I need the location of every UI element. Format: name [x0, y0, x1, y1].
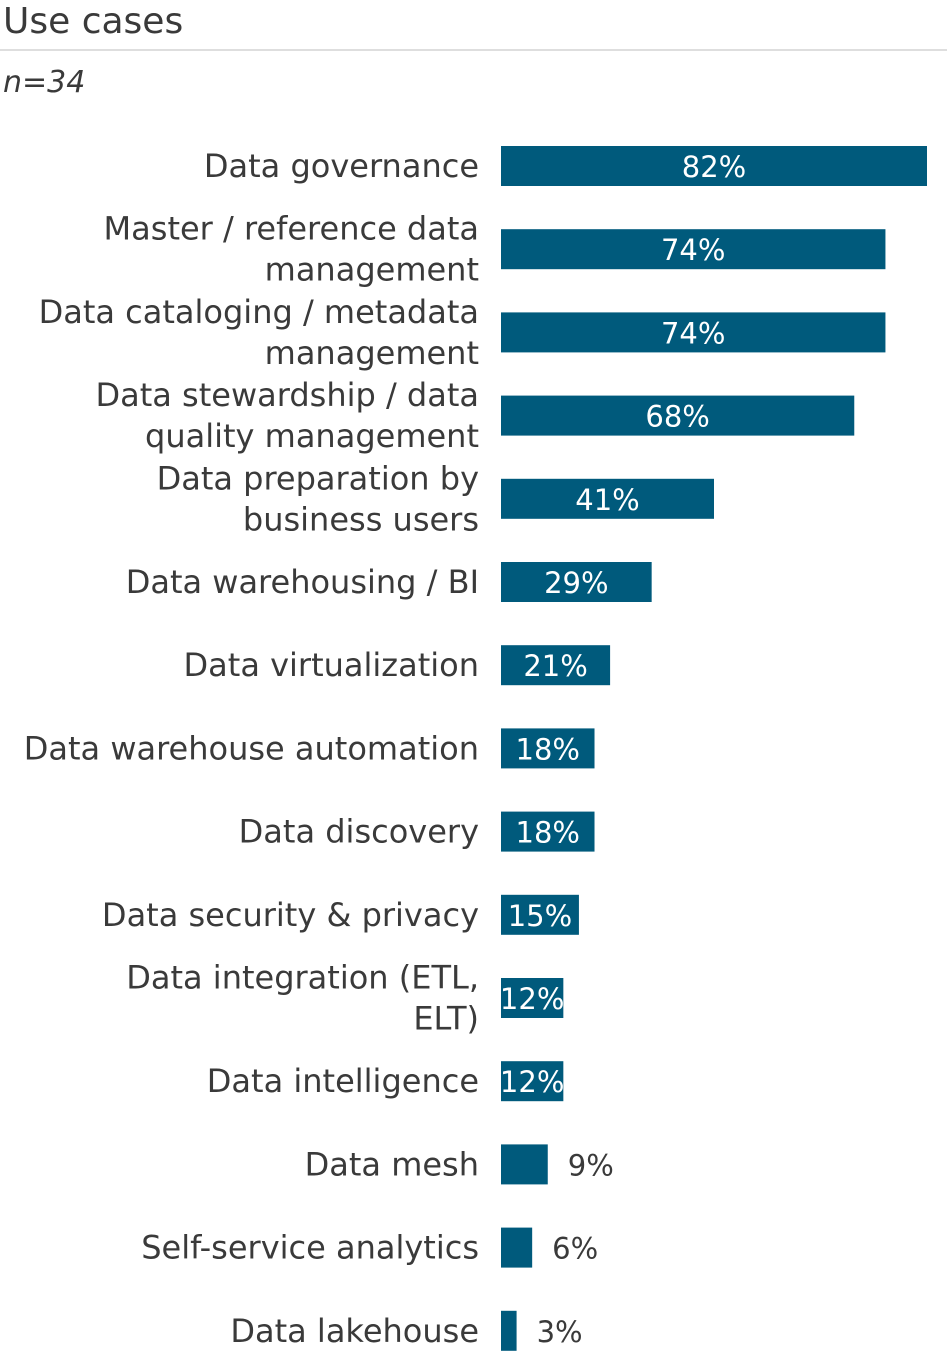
- category-label: management: [265, 251, 479, 289]
- value-label: 18%: [516, 732, 580, 766]
- value-label: 21%: [523, 649, 587, 683]
- bar: [501, 1227, 533, 1268]
- category-label: Data cataloging / metadata: [39, 293, 479, 331]
- title-divider: [0, 49, 947, 51]
- category-label: Data warehousing / BI: [126, 563, 479, 601]
- category-label: ELT): [413, 1000, 479, 1038]
- value-label: 74%: [661, 316, 725, 350]
- value-label: 6%: [552, 1232, 598, 1266]
- chart-title: Use cases: [3, 1, 184, 42]
- category-label: Master / reference data: [104, 210, 479, 248]
- bar: [501, 395, 855, 436]
- category-label: Data warehouse automation: [24, 729, 479, 767]
- bar: [501, 1310, 517, 1351]
- bar: [501, 146, 927, 186]
- bar: [501, 811, 595, 852]
- bar: [501, 978, 564, 1018]
- bar: [501, 312, 886, 353]
- value-label: 29%: [544, 566, 608, 600]
- category-label: management: [265, 334, 479, 372]
- category-label: Data preparation by: [157, 459, 479, 497]
- bar: [501, 645, 611, 686]
- value-label: 18%: [516, 816, 580, 850]
- bar: [501, 478, 714, 519]
- value-label: 12%: [500, 982, 564, 1016]
- category-label: quality management: [145, 417, 479, 455]
- bar: [501, 728, 595, 769]
- value-label: 74%: [661, 233, 725, 267]
- category-label: Self-service analytics: [141, 1229, 479, 1267]
- bar: [501, 562, 652, 602]
- category-label: Data security & privacy: [102, 896, 479, 934]
- category-label: Data intelligence: [207, 1062, 479, 1100]
- bar: [501, 894, 579, 935]
- category-label: Data discovery: [239, 813, 479, 851]
- bar: [501, 1144, 548, 1185]
- bar: [501, 229, 886, 270]
- value-label: 41%: [575, 483, 639, 517]
- value-label: 3%: [537, 1315, 583, 1349]
- category-label: Data mesh: [305, 1145, 479, 1183]
- category-label: business users: [243, 500, 479, 538]
- category-label: Data stewardship / data: [95, 376, 479, 414]
- category-label: Data integration (ETL,: [126, 959, 479, 997]
- category-label: Data governance: [204, 147, 479, 185]
- value-label: 68%: [645, 400, 709, 434]
- value-label: 15%: [508, 899, 572, 933]
- value-label: 82%: [682, 150, 746, 184]
- category-label: Data virtualization: [184, 646, 479, 684]
- value-label: 12%: [500, 1065, 564, 1099]
- category-label: Data lakehouse: [230, 1312, 479, 1350]
- bar: [501, 1061, 564, 1102]
- sample-size: n=34: [3, 65, 86, 100]
- value-label: 9%: [568, 1148, 614, 1182]
